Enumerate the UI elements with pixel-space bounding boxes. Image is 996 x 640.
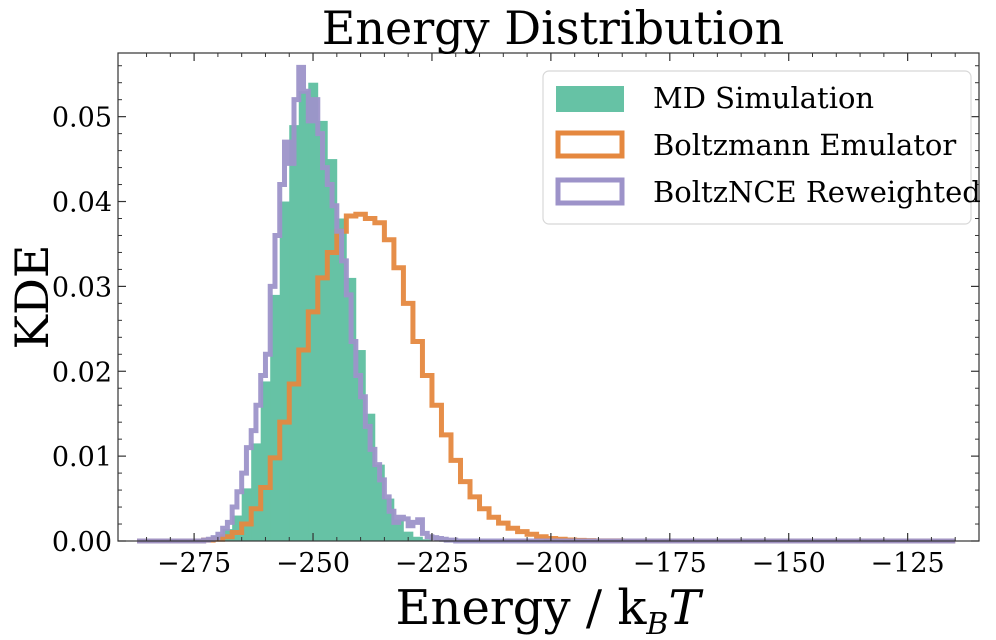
x-tick-label: −275: [157, 548, 231, 579]
y-axis-label: KDE: [5, 245, 59, 350]
md-simulation-bar: [327, 159, 338, 541]
md-simulation-bar: [279, 201, 290, 542]
legend-label-md-simulation: MD Simulation: [653, 81, 874, 115]
md-simulation-bar: [384, 498, 395, 541]
x-axis-label: Energy / kBT: [396, 580, 704, 640]
y-axis: 0.00 0.01 0.02 0.03 0.04 0.05: [52, 65, 979, 558]
md-simulation-bar: [260, 381, 271, 541]
plot-frame: [117, 52, 980, 542]
y-tick-label: 0.05: [52, 103, 112, 134]
y-tick-label: 0.01: [52, 442, 112, 473]
legend-box: [542, 70, 972, 225]
md-simulation-bar: [355, 350, 366, 541]
y-tick-label: 0.02: [52, 357, 112, 388]
boltznce-reweighted-line: [137, 64, 956, 544]
x-tick-label: −150: [752, 548, 826, 579]
y-tick-label: 0.00: [52, 527, 112, 558]
legend-label-boltzmann-emulator: Boltzmann Emulator: [653, 128, 956, 162]
chart-title: Energy Distribution: [322, 1, 784, 55]
md-simulation-bar: [346, 277, 357, 541]
md-simulation-bar: [365, 413, 376, 541]
md-simulation-bar: [289, 125, 300, 541]
md-simulation-bar: [336, 218, 347, 541]
y-tick-label: 0.04: [52, 188, 112, 219]
legend: MD Simulation Boltzmann Emulator BoltzNC…: [542, 70, 981, 225]
md-simulation-bar: [298, 91, 309, 541]
x-tick-label: −225: [395, 548, 469, 579]
y-tick-label: 0.03: [52, 272, 112, 303]
md-simulation-bar: [232, 515, 243, 541]
md-simulation-bar: [251, 443, 262, 541]
md-simulation-bar: [393, 519, 404, 541]
md-simulation-bar: [241, 488, 252, 541]
x-tick-label: −250: [276, 548, 350, 579]
x-tick-label: −175: [633, 548, 707, 579]
legend-swatch-boltzmann-emulator: [555, 130, 625, 159]
x-axis: −275 −250 −225 −200 −175 −150 −125: [146, 53, 956, 579]
legend-swatch-md-simulation: [556, 86, 624, 112]
md-simulation-bar: [412, 536, 423, 541]
md-simulation-bar: [403, 531, 414, 541]
x-tick-label: −125: [871, 548, 945, 579]
legend-label-boltznce-reweighted: BoltzNCE Reweighted: [653, 175, 981, 209]
md-simulation-bar: [422, 539, 433, 541]
legend-swatch-boltznce-reweighted: [555, 177, 625, 206]
md-simulation-bar: [317, 120, 328, 541]
md-simulation-bar: [270, 294, 281, 541]
x-tick-label: −200: [514, 548, 588, 579]
md-simulation-bar: [374, 464, 385, 541]
step-lines: [137, 64, 956, 544]
